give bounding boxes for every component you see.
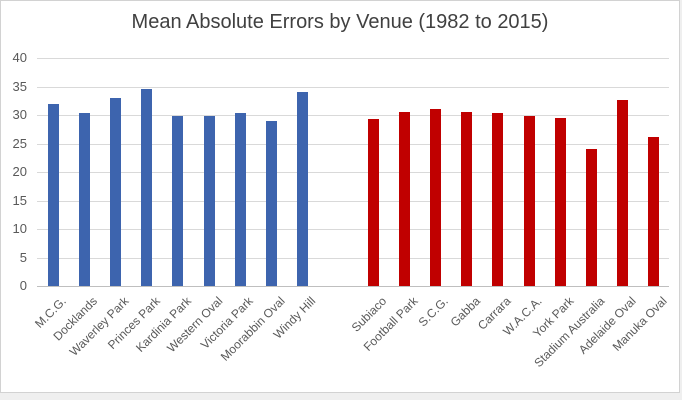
gridline bbox=[37, 229, 669, 230]
y-axis-tick-label: 35 bbox=[12, 78, 27, 94]
bar-carrara bbox=[492, 112, 504, 286]
y-axis-tick-label: 30 bbox=[12, 107, 27, 122]
bar-football-park bbox=[398, 111, 410, 286]
bar-adelaide-oval bbox=[617, 100, 629, 286]
bar-york-park bbox=[554, 117, 566, 286]
bar-w-a-c-a bbox=[523, 116, 535, 286]
x-axis-category-label: S.C.G. bbox=[415, 294, 452, 330]
bar-m-c-g bbox=[47, 104, 59, 286]
gridline bbox=[37, 58, 669, 59]
bar-waverley-park bbox=[109, 98, 121, 286]
gridline bbox=[37, 86, 669, 88]
gridline bbox=[37, 143, 669, 145]
y-axis-tick-label: 10 bbox=[12, 221, 27, 236]
gridline bbox=[37, 200, 669, 202]
bar-subiaco bbox=[367, 118, 379, 286]
y-axis-tick-label: 20 bbox=[12, 164, 27, 179]
x-axis-line bbox=[37, 286, 669, 287]
bar-chart: Mean Absolute Errors by Venue (1982 to 2… bbox=[0, 0, 680, 393]
bar-gabba bbox=[461, 112, 473, 286]
bar-western-oval bbox=[203, 115, 215, 286]
gridline bbox=[37, 257, 669, 259]
bar-manuka-oval bbox=[648, 136, 660, 286]
chart-title: Mean Absolute Errors by Venue (1982 to 2… bbox=[131, 11, 549, 33]
bar-moorabbin-oval bbox=[265, 120, 277, 286]
y-axis-tick-label: 15 bbox=[12, 192, 27, 208]
y-axis-tick-label: 0 bbox=[19, 278, 27, 293]
bar-windy-hill bbox=[297, 91, 309, 286]
gridline bbox=[37, 115, 669, 116]
y-axis-tick-label: 25 bbox=[12, 135, 27, 151]
gridline bbox=[37, 172, 669, 173]
y-axis-tick-label: 5 bbox=[19, 249, 27, 265]
bar-kardinia-park bbox=[172, 116, 184, 286]
bar-princes-park bbox=[141, 88, 153, 286]
bar-stadium-australia bbox=[585, 149, 597, 286]
bar-docklands bbox=[78, 113, 90, 286]
y-axis-tick-label: 40 bbox=[12, 50, 27, 65]
bar-s-c-g bbox=[429, 109, 441, 286]
bar-victoria-park bbox=[234, 112, 246, 286]
